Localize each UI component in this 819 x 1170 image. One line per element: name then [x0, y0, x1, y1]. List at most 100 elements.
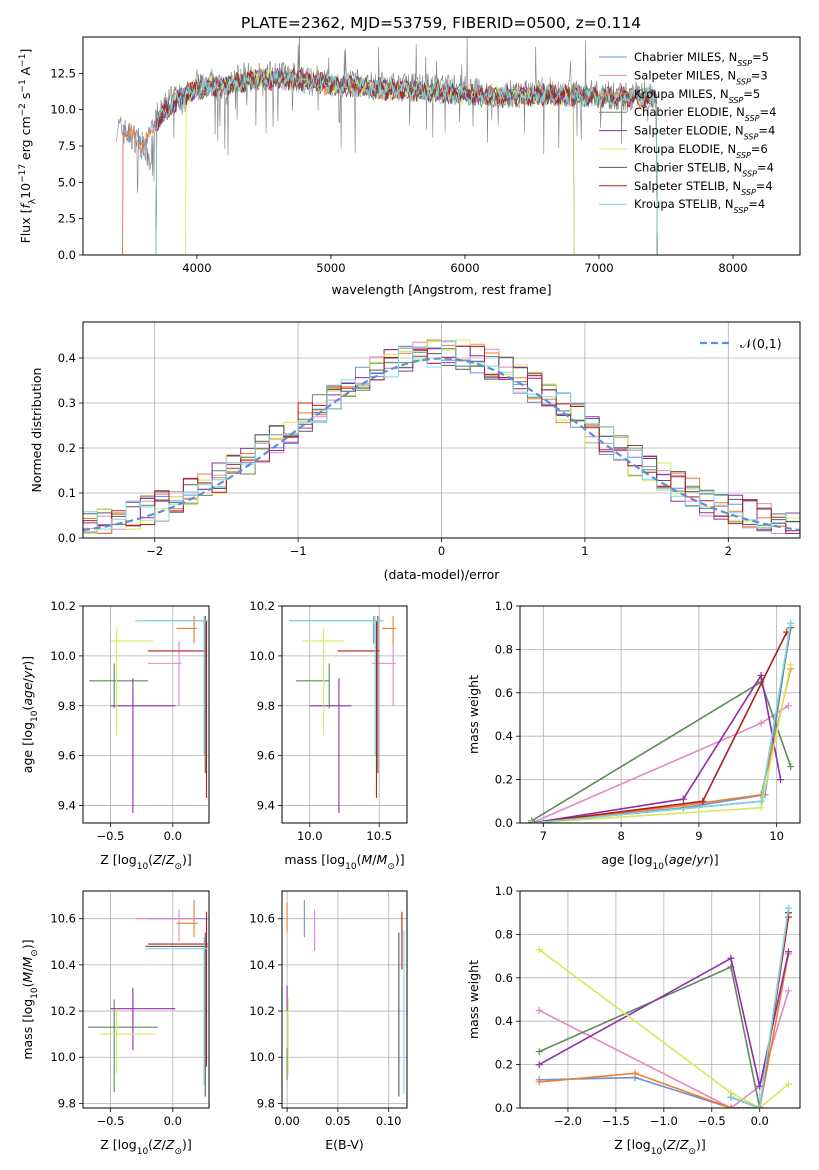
y-tick-label: 10.2 [50, 1004, 76, 1018]
plus-marker [535, 1061, 543, 1069]
weight-series-line [531, 668, 792, 823]
y-tick-label: 0.8 [495, 642, 513, 656]
plus-marker [727, 1093, 735, 1101]
plus-marker [787, 619, 795, 627]
residuals-axes: −2 −1 0 1 2 0.0 0.1 0.2 0.3 0.4 𝒩(0,1) (data-model)… [29, 321, 801, 582]
errorbar-point [302, 628, 345, 736]
y-tick-label: 10.6 [50, 912, 76, 926]
y-tick-label: 10.0 [50, 103, 76, 117]
plus-marker [784, 948, 792, 956]
histogram-step [83, 340, 800, 530]
x-tick-label: 10.5 [366, 829, 392, 843]
errorbar-point [147, 640, 182, 706]
plus-marker [535, 1006, 543, 1014]
x-tick-label: −1.5 [602, 1114, 630, 1128]
plus-marker [535, 1048, 543, 1056]
y-tick-label: 9.8 [58, 699, 76, 713]
x-tick-label: 8 [617, 829, 624, 843]
y-axis-label: age [log10(age/yr)] [20, 656, 40, 773]
plus-marker [784, 1080, 792, 1088]
y-tick-label: 0.4 [58, 351, 76, 365]
weight-series-line [531, 627, 792, 823]
y-tick-label: 0.4 [495, 729, 513, 743]
x-axis-label: Z [log10(Z/Z⊙)] [614, 1137, 706, 1157]
weight-Z-frame [519, 890, 801, 1109]
x-tick-label: 2 [725, 544, 732, 558]
y-axis-label: Normed distribution [29, 368, 44, 493]
y-tick-label: 10.2 [50, 599, 76, 613]
errorbar-point [147, 900, 208, 931]
errorbar-point [135, 615, 208, 774]
y-tick-label: 9.4 [257, 799, 275, 813]
y-tick-label: 0.8 [495, 927, 513, 941]
y-axis-label: Flux [fλ10−17 erg cm−2 s−1 A−1] [18, 49, 38, 244]
errorbar-point [147, 615, 208, 644]
legend-label: Kroupa MILES, NSSP=5 [634, 87, 760, 105]
legend-label: Kroupa STELIB, NSSP=4 [634, 197, 765, 215]
y-tick-label: 10.6 [249, 912, 275, 926]
spectrum-axes: 4000 5000 6000 7000 8000 0.0 2.5 5.0 7.5 10.0 12.5… [18, 36, 801, 297]
y-axis-label: mass weight [466, 960, 481, 1039]
x-tick-label: 8000 [718, 261, 747, 275]
plus-marker [784, 987, 792, 995]
legend-label: Salpeter STELIB, NSSP=4 [634, 179, 773, 197]
weight-Z-plot-area [535, 904, 792, 1108]
weight-series-line [531, 673, 782, 823]
plus-marker [535, 946, 543, 954]
x-tick-label: 10.0 [297, 829, 323, 843]
plus-marker [777, 776, 785, 784]
y-tick-label: 9.8 [58, 1096, 76, 1110]
y-tick-label: 9.6 [58, 749, 76, 763]
errorbar-point [145, 937, 208, 1085]
legend-label: Chabrier ELODIE, NSSP=4 [634, 105, 776, 123]
model-spectrum-line [155, 67, 658, 255]
legend-label: Chabrier STELIB, NSSP=4 [634, 160, 774, 178]
errorbar-point [135, 909, 198, 942]
y-axis-label: mass [log10(M/M⊙)] [20, 939, 40, 1059]
plus-marker [679, 795, 687, 803]
plus-marker [784, 913, 792, 921]
normal-reference-curve [83, 357, 800, 532]
y-tick-label: 10.4 [50, 958, 76, 972]
x-tick-label: 0.05 [325, 1114, 351, 1128]
weight-series-line [531, 623, 792, 823]
plus-marker [784, 904, 792, 912]
plus-marker [699, 797, 707, 805]
plus-marker [727, 1104, 735, 1108]
plus-marker [727, 954, 735, 962]
plus-marker [528, 819, 536, 823]
y-tick-label: 10.0 [249, 649, 275, 663]
x-tick-label: 0 [438, 544, 445, 558]
errorbar-point [145, 932, 208, 1097]
plus-marker [535, 1078, 543, 1086]
errorbar-point [176, 615, 197, 644]
weight-age-frame [519, 605, 801, 824]
y-tick-label: 2.5 [58, 212, 76, 226]
age-Z-frame [82, 605, 210, 824]
plus-marker [756, 1104, 764, 1108]
plus-marker [757, 671, 765, 679]
errorbar-point [309, 678, 352, 814]
legend-label: Salpeter ELODIE, NSSP=4 [634, 124, 775, 142]
weight-age-axes: 7 8 9 10 0.0 0.2 0.4 0.6 0.8 1.0 age [log10(age/yr… [466, 599, 801, 872]
weight-series-line [538, 948, 790, 1108]
x-tick-label: 1 [581, 544, 588, 558]
x-axis-label: wavelength [Angstrom, rest frame] [331, 282, 551, 297]
y-tick-label: 9.4 [58, 799, 76, 813]
x-tick-label: −0.5 [698, 1114, 726, 1128]
x-tick-label: 6000 [450, 261, 479, 275]
legend: 𝒩(0,1) [700, 336, 782, 351]
y-tick-label: 9.6 [257, 749, 275, 763]
errorbar-point [337, 620, 380, 799]
age-Z-plot-area [89, 615, 208, 814]
y-axis-label: mass weight [466, 675, 481, 754]
errorbar-point [147, 620, 208, 799]
y-tick-label: 0.0 [495, 1101, 513, 1115]
plus-marker [631, 1069, 639, 1077]
y-tick-label: 9.8 [257, 1096, 275, 1110]
x-tick-label: −2 [146, 544, 163, 558]
x-axis-label: age [log10(age/yr)] [601, 852, 718, 872]
mass-Z-frame [82, 890, 210, 1109]
